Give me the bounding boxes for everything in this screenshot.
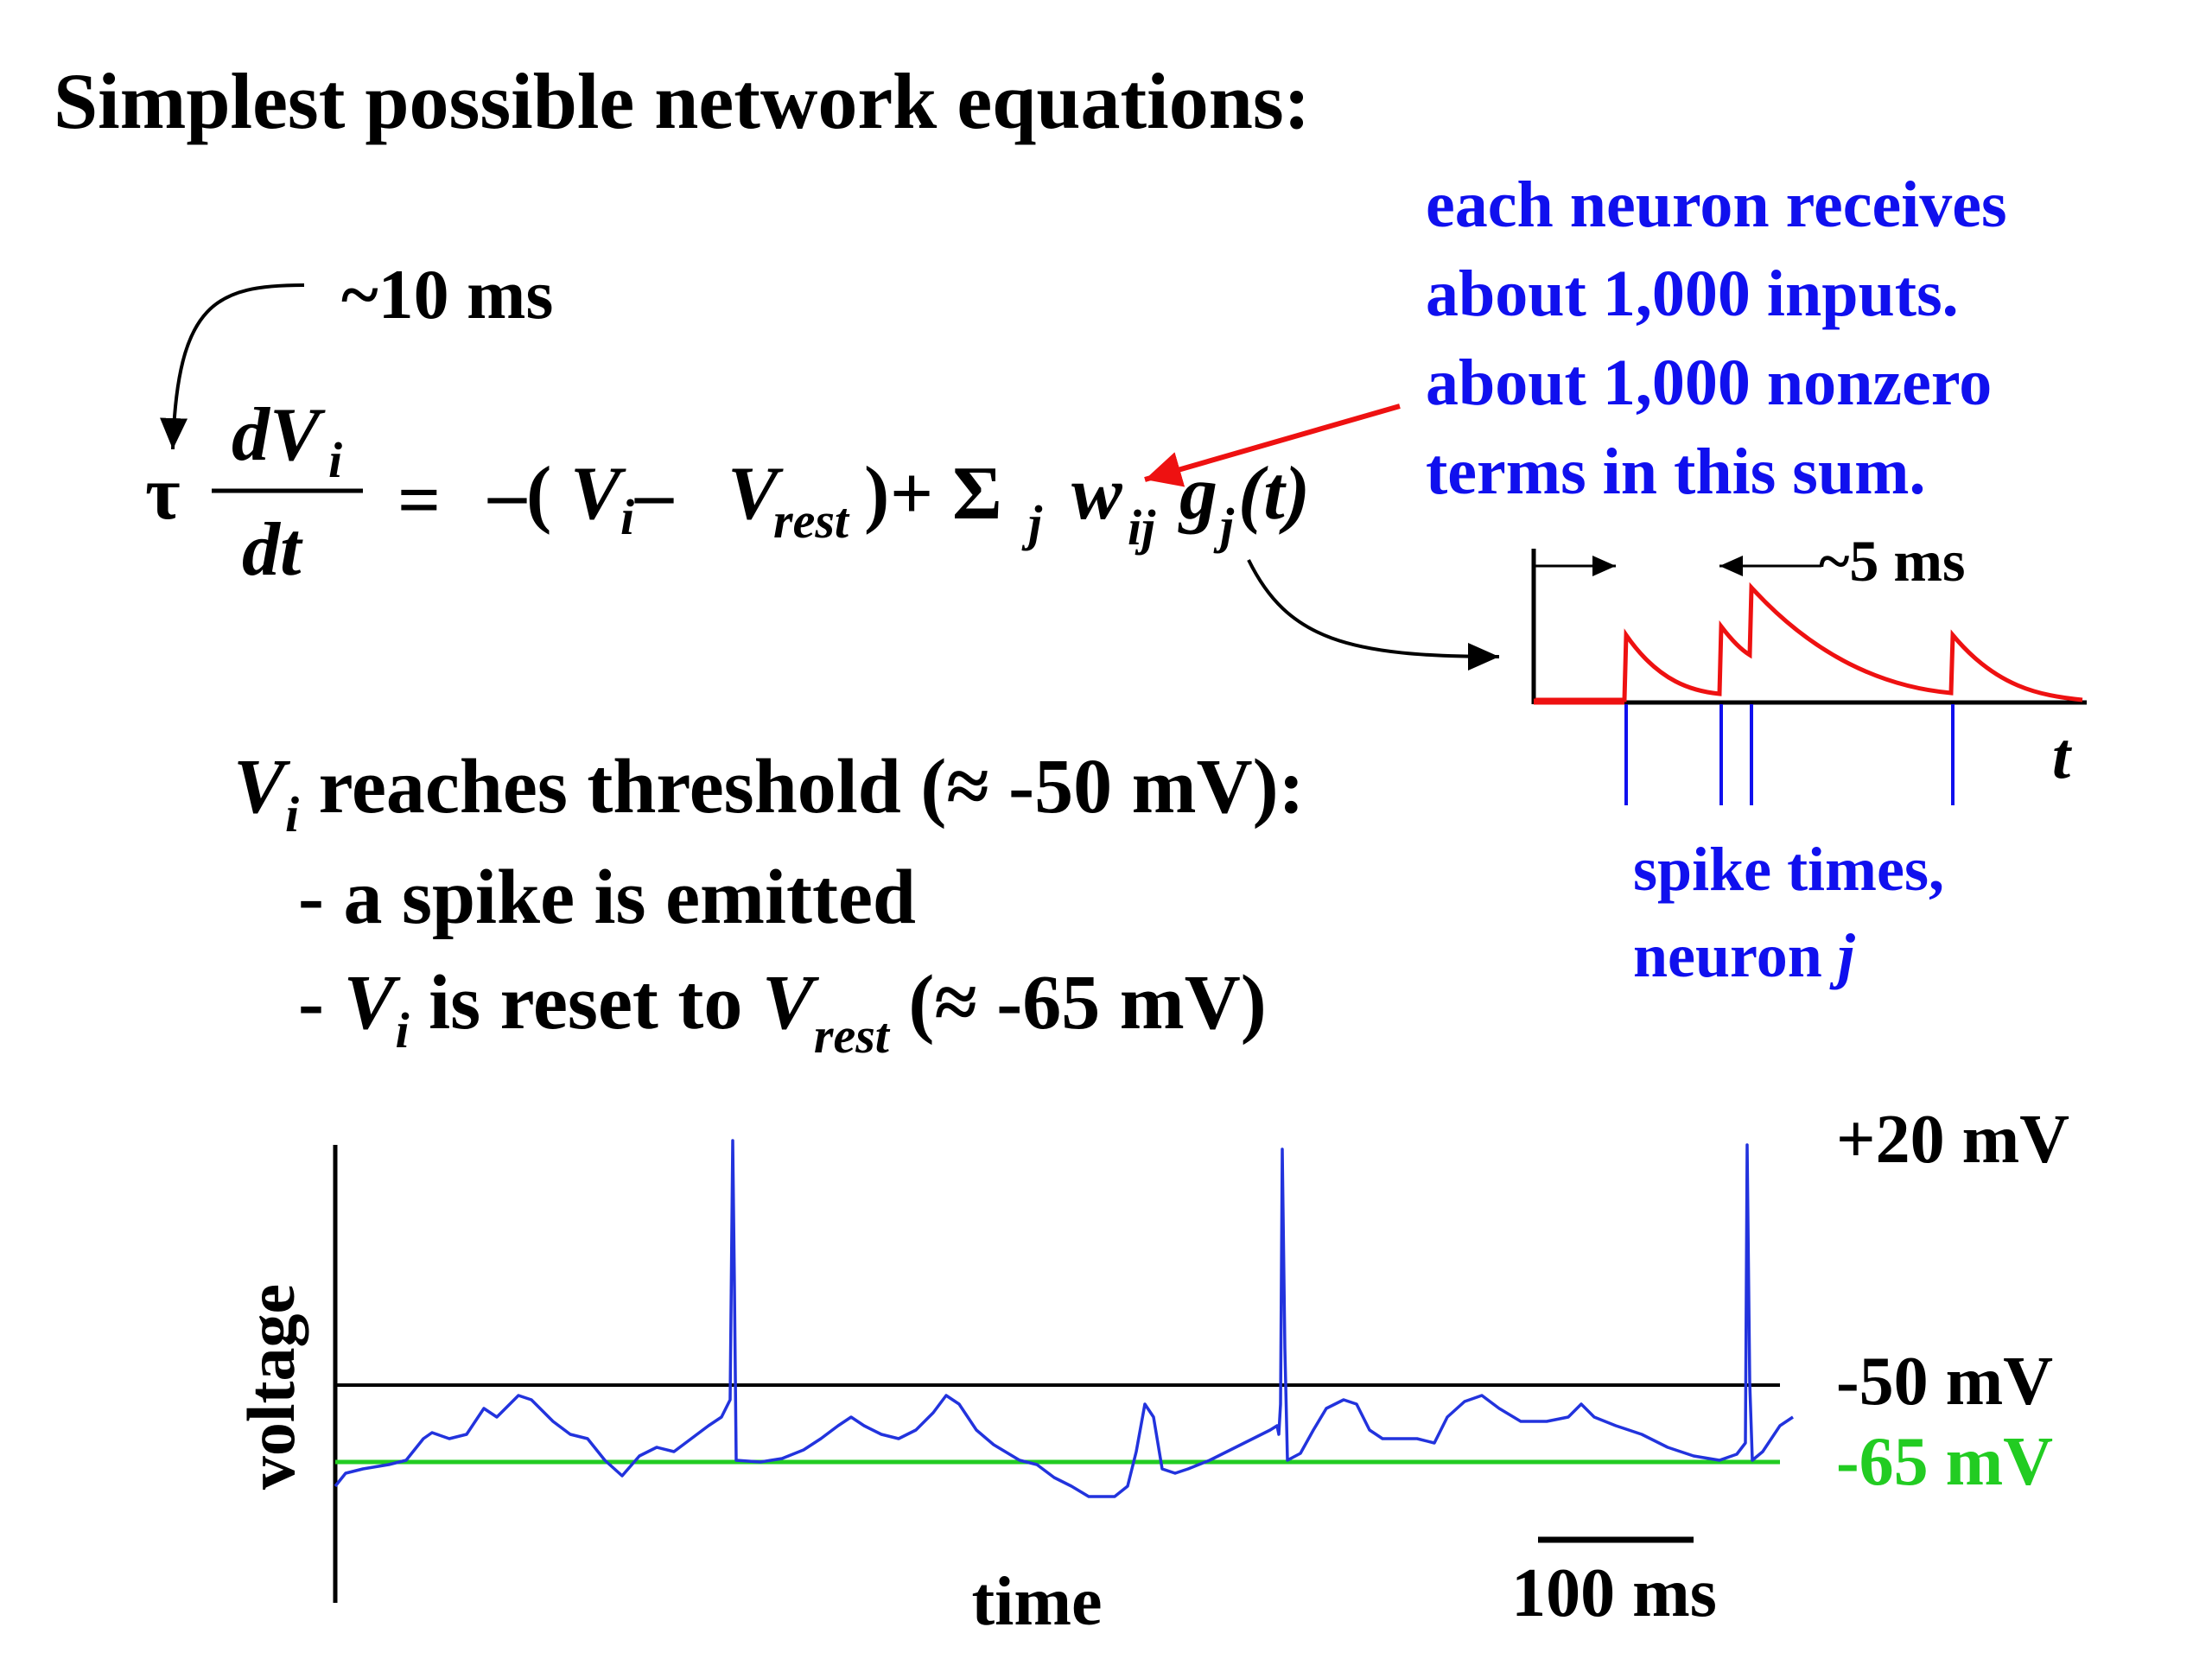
- spike-neuron-label: neuron j: [1633, 921, 1856, 990]
- tau-symbol: τ: [145, 452, 181, 536]
- membrane-equation: τ dV i dt = –( V i – V rest ) + Σ j w ij…: [145, 393, 1310, 592]
- svg-text:–(: –(: [487, 452, 551, 536]
- svg-text:V: V: [728, 452, 784, 536]
- conductance-arrow: [1247, 559, 1500, 671]
- threshold-rules: Vi reaches threshold (≈ -50 mV): - a spi…: [233, 744, 1305, 1064]
- eq-dt: dt: [242, 508, 303, 592]
- svg-text:–: –: [634, 452, 674, 536]
- svg-text:each neuron receives: each neuron receives: [1426, 168, 2007, 241]
- svg-text:Vi reaches threshold (≈ -50 mV: Vi reaches threshold (≈ -50 mV):: [233, 744, 1305, 842]
- rule-reset: - Vi is reset to Vrest (≈ -65 mV): [298, 960, 1267, 1064]
- plus20-label: +20 mV: [1836, 1102, 2069, 1178]
- spike-times-label: spike times,: [1633, 835, 1944, 904]
- spike-time-ticks: [1624, 704, 1955, 805]
- svg-text:w: w: [1071, 452, 1122, 536]
- svg-text:about 1,000 nonzero: about 1,000 nonzero: [1426, 346, 1992, 419]
- svg-text:ij: ij: [1128, 499, 1156, 556]
- svg-text:rest: rest: [773, 493, 850, 549]
- time-axis-label: time: [971, 1564, 1102, 1640]
- svg-text:+ Σ: + Σ: [890, 452, 1002, 536]
- tau-arrow: [160, 283, 305, 450]
- svg-text:=: =: [397, 459, 441, 543]
- threshold-label: -50 mV: [1836, 1344, 2053, 1420]
- svg-text:i: i: [328, 432, 342, 488]
- tau-value-label: ~10 ms: [341, 255, 553, 334]
- rest-label: -65 mV: [1836, 1424, 2053, 1500]
- svg-text:V: V: [570, 452, 626, 536]
- rule-spike-emitted: - a spike is emitted: [298, 855, 916, 940]
- conductance-trace: [1535, 582, 2083, 702]
- svg-text:): ): [864, 452, 889, 536]
- inset-t-label: t: [2052, 720, 2073, 792]
- svg-text:i: i: [620, 489, 634, 545]
- membrane-voltage-trace: [334, 1139, 1794, 1498]
- voltage-axis-label: voltage: [233, 1284, 308, 1490]
- voltage-trace-plot: +20 mV -50 mV -65 mV voltage time 100 ms: [233, 1102, 2069, 1640]
- decay-time-label: ~5 ms: [1819, 528, 1965, 594]
- eq-dv: dV: [232, 393, 326, 477]
- svg-text:about 1,000 inputs.: about 1,000 inputs.: [1426, 257, 1959, 330]
- svg-text:terms in this sum.: terms in this sum.: [1426, 435, 1925, 508]
- scale-bar-label: 100 ms: [1511, 1555, 1717, 1631]
- input-count-note: each neuron receives about 1,000 inputs.…: [1426, 168, 2007, 508]
- conductance-inset: ~5 ms t spike times, neuron j: [1531, 528, 2087, 990]
- svg-text:(t): (t): [1238, 452, 1310, 536]
- svg-text:j: j: [1021, 495, 1043, 551]
- page-title: Simplest possible network equations:: [54, 57, 1310, 145]
- note-pointer-arrow: [1144, 404, 1401, 487]
